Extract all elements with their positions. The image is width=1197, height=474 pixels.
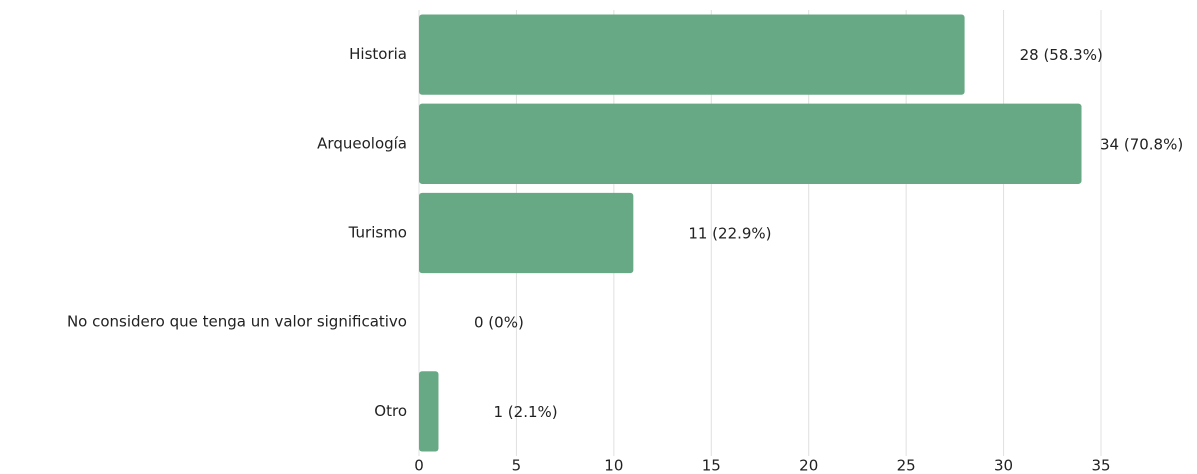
y-tick-label: Turismo bbox=[348, 224, 407, 242]
value-label: 11 (22.9%) bbox=[688, 225, 771, 243]
bar bbox=[419, 371, 439, 452]
x-tick-label: 15 bbox=[702, 457, 721, 474]
y-tick-label: Arqueología bbox=[317, 134, 407, 152]
y-tick-label: Historia bbox=[349, 45, 407, 63]
value-label: 28 (58.3%) bbox=[1020, 46, 1103, 64]
y-tick-label: No considero que tenga un valor signific… bbox=[67, 313, 407, 331]
x-tick-label: 20 bbox=[799, 457, 818, 474]
value-label: 1 (2.1%) bbox=[493, 403, 557, 421]
x-tick-label: 0 bbox=[414, 457, 424, 474]
x-tick-label: 5 bbox=[512, 457, 522, 474]
bar bbox=[419, 14, 965, 95]
value-label: 34 (70.8%) bbox=[1100, 135, 1183, 153]
bar bbox=[419, 192, 634, 274]
x-tick-label: 25 bbox=[897, 457, 916, 474]
x-tick-label: 10 bbox=[604, 457, 623, 474]
y-tick-label: Otro bbox=[374, 402, 407, 420]
x-tick-label: 30 bbox=[994, 457, 1013, 474]
x-tick-label: 35 bbox=[1091, 457, 1110, 474]
value-label: 0 (0%) bbox=[474, 314, 524, 332]
bar bbox=[419, 103, 1082, 184]
